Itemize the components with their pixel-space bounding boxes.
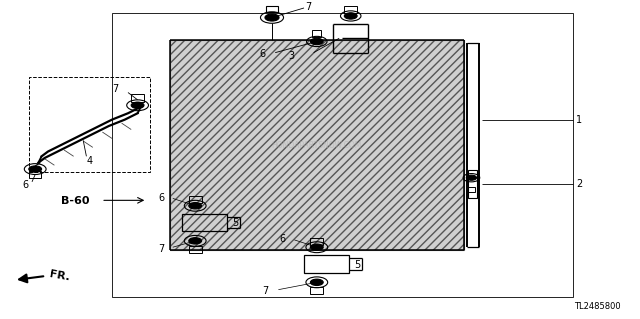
Bar — [170, 40, 464, 250]
Circle shape — [344, 13, 357, 19]
Circle shape — [189, 203, 202, 209]
Text: 7: 7 — [158, 244, 164, 254]
Text: 7: 7 — [305, 2, 312, 12]
Text: HONDAPARTSNOW.COM: HONDAPARTSNOW.COM — [271, 141, 362, 150]
Bar — [304, 255, 349, 273]
Text: 6: 6 — [280, 234, 286, 244]
Circle shape — [467, 175, 477, 180]
Bar — [344, 6, 357, 13]
Bar — [468, 187, 476, 192]
Circle shape — [189, 238, 202, 244]
Text: 7: 7 — [112, 84, 118, 94]
Circle shape — [265, 14, 279, 21]
Text: 6: 6 — [158, 193, 164, 203]
Text: 5: 5 — [232, 218, 239, 228]
Text: 2: 2 — [576, 179, 582, 189]
Text: 7: 7 — [262, 286, 269, 296]
Text: 4: 4 — [86, 156, 93, 166]
Bar — [29, 171, 41, 178]
Circle shape — [310, 244, 323, 250]
Bar — [312, 30, 321, 37]
Bar — [310, 287, 323, 294]
Circle shape — [310, 279, 323, 286]
Text: 6: 6 — [22, 180, 29, 190]
Text: FR.: FR. — [49, 269, 70, 282]
Circle shape — [29, 166, 42, 172]
Bar — [131, 94, 144, 102]
Bar — [468, 170, 477, 198]
Bar — [29, 77, 150, 172]
Bar — [182, 214, 227, 231]
Text: 3: 3 — [288, 51, 294, 61]
Text: 1: 1 — [576, 115, 582, 125]
Bar — [112, 13, 573, 297]
Text: TL2485800: TL2485800 — [574, 302, 621, 311]
Text: 6: 6 — [259, 49, 266, 59]
Bar — [310, 238, 323, 245]
Text: 5: 5 — [354, 260, 360, 270]
Bar — [266, 6, 278, 12]
Circle shape — [310, 38, 323, 45]
Text: B-60: B-60 — [61, 196, 90, 206]
Circle shape — [131, 102, 144, 108]
Bar — [189, 246, 202, 253]
Bar — [189, 196, 202, 203]
